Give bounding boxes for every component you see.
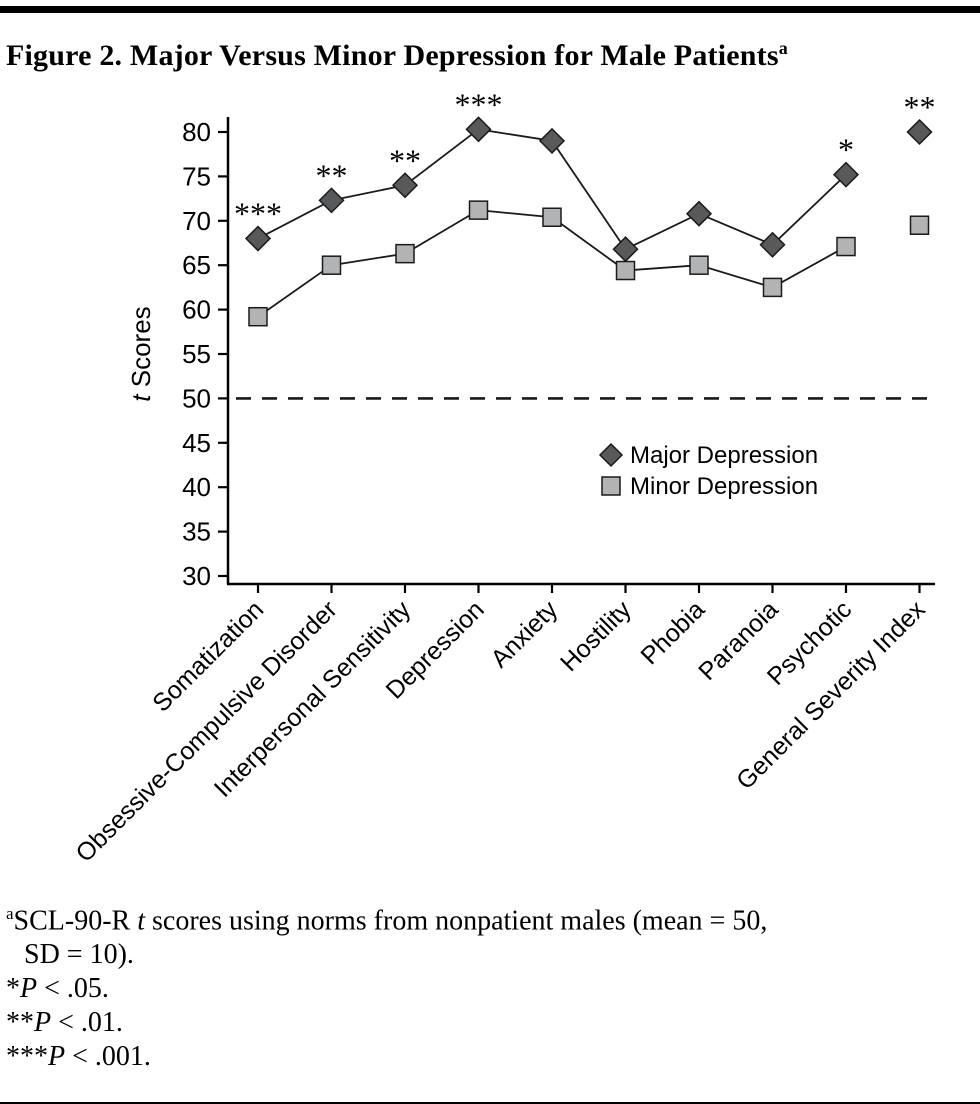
minor-depression-marker <box>615 260 636 281</box>
y-tick-label: 70 <box>182 206 211 236</box>
legend-label-minor-depression: Minor Depression <box>630 473 818 500</box>
y-tick-label: 65 <box>182 250 211 280</box>
x-category-label: Hostility <box>555 595 637 677</box>
y-tick-label: 50 <box>182 383 211 413</box>
sig-p-italic-1: P <box>20 973 38 1005</box>
x-category-label: Obsessive-Compulsive Disorder <box>70 595 342 867</box>
sig-stars-1: * <box>6 973 20 1005</box>
significance-label: * <box>838 132 854 168</box>
significance-label: *** <box>234 196 282 232</box>
sig-stars-2: ** <box>6 1007 34 1039</box>
minor-depression-marker <box>762 277 783 298</box>
footnote-a-superscript: a <box>6 904 14 923</box>
significance-label: ** <box>316 157 348 193</box>
figure-footnotes: aSCL-90-R t scores using norms from nonp… <box>6 897 972 1074</box>
sig-threshold-2: < .01. <box>51 1007 123 1039</box>
minor-depression-marker <box>321 255 342 275</box>
footnote-a: aSCL-90-R t scores using norms from nonp… <box>6 897 972 972</box>
sig-p-italic-2: P <box>34 1007 52 1039</box>
footnote-a-line2: SD = 10). <box>24 939 134 971</box>
major-depression-marker <box>318 187 345 214</box>
significance-label: ** <box>904 89 936 125</box>
figure-title-text: Figure 2. Major Versus Minor Depression … <box>6 39 779 72</box>
legend-label-major-depression: Major Depression <box>630 442 818 469</box>
x-category-label: Anxiety <box>485 595 563 673</box>
legend-marker-major-depression <box>598 442 624 468</box>
minor-depression-marker <box>248 306 268 327</box>
minor-depression-marker <box>909 215 930 235</box>
footnote-a-italic-t: t <box>137 905 146 937</box>
minor-depression-marker <box>542 207 562 227</box>
major-depression-marker <box>906 118 933 146</box>
sig-stars-3: *** <box>6 1041 48 1073</box>
y-tick-label: 75 <box>182 161 211 191</box>
major-depression-marker <box>685 200 713 227</box>
minor-depression-marker <box>395 243 415 264</box>
significance-label: *** <box>455 87 503 122</box>
figure-title: Figure 2. Major Versus Minor Depression … <box>6 29 972 75</box>
minor-depression-marker <box>689 255 709 275</box>
sig-threshold-1: < .05. <box>37 973 109 1005</box>
footnote-sig-p001: ***P < .001. <box>6 1040 972 1074</box>
major-depression-marker <box>759 231 786 258</box>
figure-title-superscript: a <box>778 38 788 58</box>
y-axis-title: t Scores <box>126 306 156 401</box>
major-depression-marker <box>832 161 860 188</box>
y-tick-label: 45 <box>182 428 211 458</box>
major-depression-marker <box>244 225 272 252</box>
major-depression-marker <box>391 172 419 199</box>
y-tick-label: 40 <box>182 472 211 502</box>
y-tick-label: 60 <box>182 295 211 325</box>
minor-depression-marker <box>836 236 856 257</box>
top-rule <box>0 6 980 13</box>
footnote-a-text-cont: scores using norms from nonpatient males… <box>145 905 768 937</box>
y-tick-label: 30 <box>182 561 211 591</box>
major-depression-marker <box>465 116 492 143</box>
legend-marker-minor-depression <box>601 476 621 496</box>
scl90r-line-chart: 3035404550556065707580SomatizationObsess… <box>70 87 936 867</box>
y-tick-label: 80 <box>182 117 211 147</box>
footnote-a-text: SCL-90-R <box>13 905 138 937</box>
major-depression-marker <box>538 127 566 154</box>
significance-label: ** <box>389 142 421 178</box>
sig-threshold-3: < .001. <box>65 1041 151 1073</box>
major-depression-marker <box>612 236 639 263</box>
footnote-sig-p01: **P < .01. <box>6 1006 972 1040</box>
bottom-rule <box>0 1102 980 1104</box>
sig-p-italic-3: P <box>48 1041 66 1073</box>
footnote-sig-p05: *P < .05. <box>6 972 972 1006</box>
y-tick-label: 35 <box>182 517 211 547</box>
minor-depression-marker <box>468 200 489 220</box>
y-tick-label: 55 <box>182 339 211 369</box>
